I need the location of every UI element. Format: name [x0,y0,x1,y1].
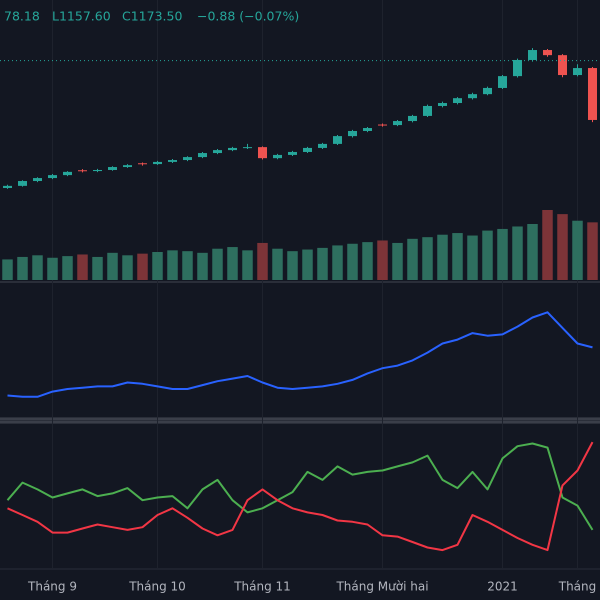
volume-bar [62,256,73,280]
candle-body [333,136,342,144]
candle-body [63,171,72,176]
candle-body [108,167,117,170]
volume-bar [557,214,568,280]
volume-bar [332,245,343,280]
volume-bar [377,240,388,280]
indicator-line [7,441,594,552]
volume-bar [272,248,283,280]
volume-bar [107,252,118,280]
candle-body [498,76,507,88]
volume-bar [167,250,178,280]
x-tick-label: 2021 [487,580,518,594]
volume-bar [527,224,538,280]
volume-bar [92,256,103,280]
volume-bar [362,242,373,280]
volume-bar [257,242,268,280]
candle-body [153,161,162,165]
x-tick-label: Tháng [558,580,597,594]
volume-bar [482,230,493,280]
volume-bar [197,252,208,280]
candle-body [3,185,12,189]
candle-body [228,147,237,151]
candle-body [48,175,57,179]
candle-body [123,165,132,168]
header-value: −0.88 (−0.07%) [197,9,299,24]
candle-body [348,130,357,137]
candle-body [138,163,147,165]
candle-body [258,147,267,159]
candle-body [78,170,87,172]
candle-body [483,87,492,95]
candle-body [18,181,27,186]
legend-header: 78.18 L1157.60 C1173.50 −0.88 (−0.07%) [4,9,299,24]
candle-body [543,50,552,56]
x-tick-label: Tháng 9 [27,580,77,594]
volume-bar [572,220,583,280]
volume-bar [17,256,28,280]
candle-body [573,68,582,76]
candle-body [168,160,177,162]
volume-bar [347,243,358,280]
candle-body [273,154,282,159]
volume-bar [587,222,598,280]
volume-bar [287,251,298,280]
candle-body [453,98,462,104]
volume-bar [437,234,448,280]
volume-bar [47,257,58,280]
candle-body [243,147,252,149]
x-tick-label: Tháng 10 [128,580,186,594]
candle-body [213,150,222,154]
candle-body [393,121,402,126]
candle-body [438,103,447,106]
x-tick-label: Tháng 11 [233,580,291,594]
candle-body [513,59,522,77]
indicator-line [7,311,593,398]
header-value: L1157.60 [52,9,111,24]
volume-bar [317,247,328,280]
volume-bar [302,249,313,280]
header-value: 78.18 [4,9,40,24]
candle-body [33,178,42,182]
header-value: C1173.50 [122,9,182,24]
candle-body [318,143,327,148]
candle-body [363,128,372,131]
candle-body [303,147,312,152]
volume-bar [32,255,43,280]
volume-bar [467,235,478,280]
candle-body [93,169,102,172]
volume-bar [2,259,13,280]
volume-bar [452,233,463,280]
volume-bar [137,253,148,280]
candle-body [558,55,567,76]
candle-body [183,157,192,161]
volume-bar [77,254,88,280]
volume-bar [422,237,433,280]
x-tick-label: Tháng Mười hai [335,580,428,594]
volume-bar [407,238,418,280]
candle-body [468,94,477,99]
volume-bar [392,242,403,280]
pane-separator [0,417,600,424]
volume-bar [182,251,193,280]
indicator-line [6,442,594,531]
candle-body [288,151,297,155]
candle-body [423,105,432,116]
volume-bar [542,210,553,280]
candle-body [198,153,207,158]
volume-bar [512,226,523,280]
candle-body [378,124,387,126]
volume-bar [122,255,133,280]
volume-bar [212,248,223,280]
candle-body [528,50,537,60]
candle-body [408,115,417,122]
volume-bar [152,252,163,280]
volume-bar [497,228,508,280]
volume-bar [227,247,238,280]
candle-body [588,68,597,120]
volume-bar [242,250,253,280]
